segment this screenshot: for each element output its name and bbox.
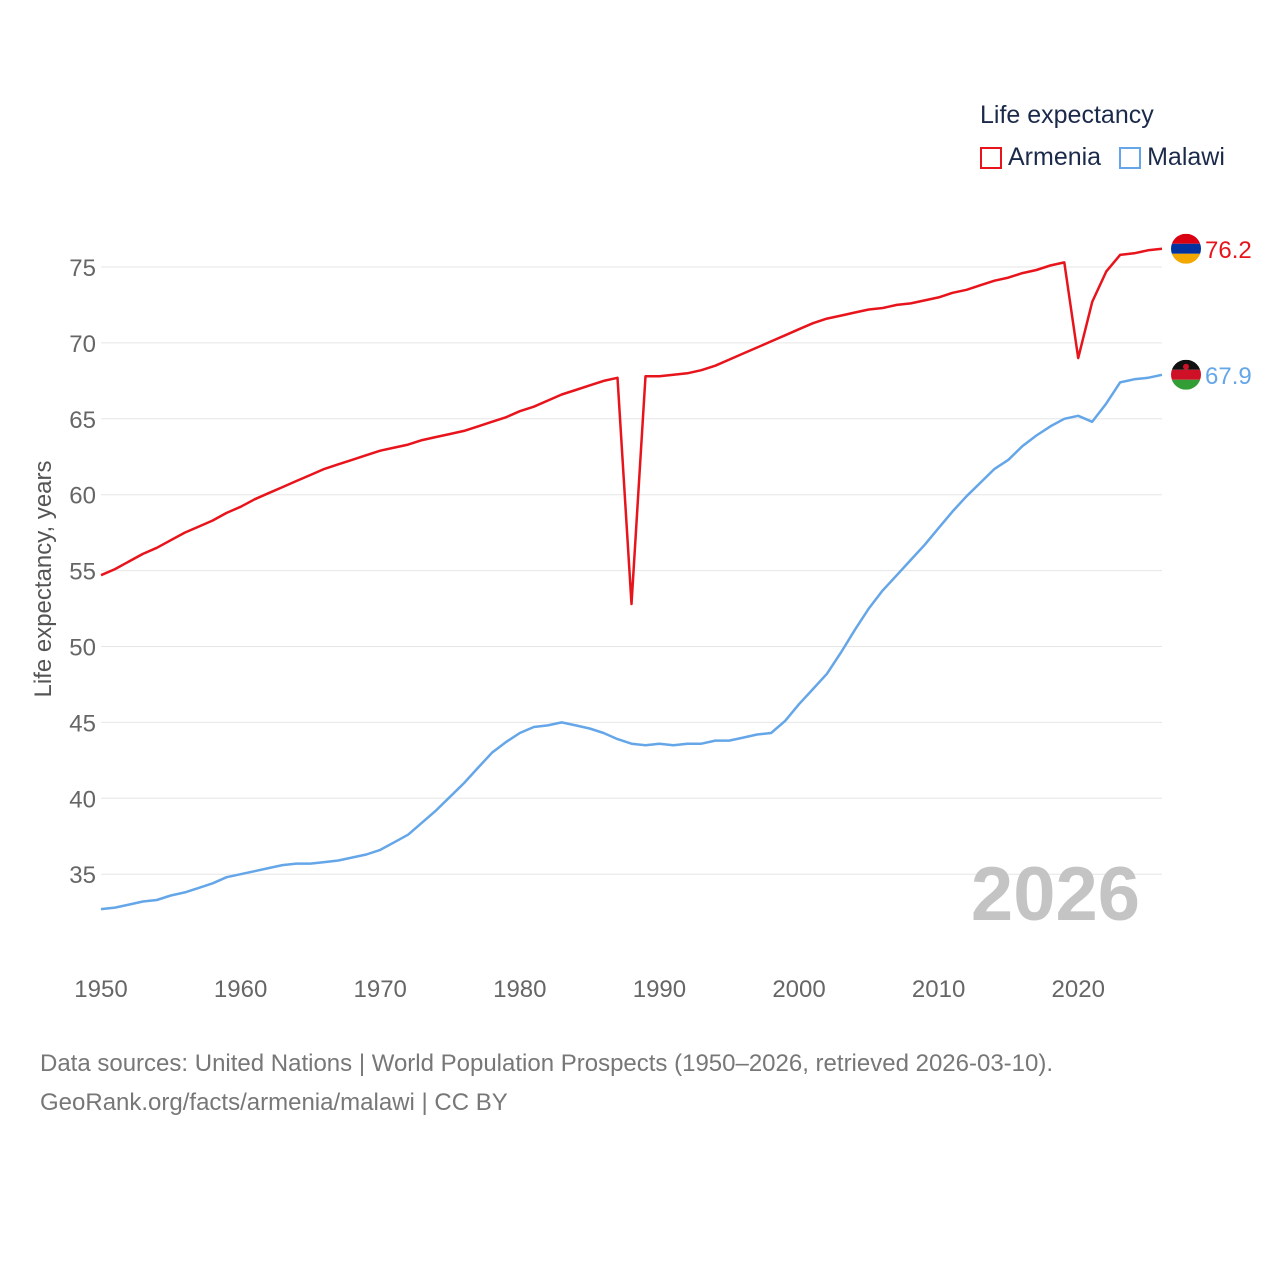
legend-swatch-malawi	[1119, 146, 1142, 169]
end-label-armenia: 76.2	[1205, 237, 1252, 264]
flag-icon-malawi	[1171, 359, 1201, 390]
legend-item-malawi[interactable]: Malawi	[1119, 143, 1225, 172]
line-chart: 35 40 45 50 55 60 65 70 75 1950 1960 1970 1980 1990 2…	[30, 233, 1252, 1003]
y-tick-75: 75	[69, 255, 96, 282]
y-axis-ticks: 35 40 45 50 55 60 65 70 75	[69, 255, 96, 889]
end-label-malawi: 67.9	[1205, 363, 1252, 390]
legend-title: Life expectancy	[980, 101, 1154, 129]
y-tick-70: 70	[69, 331, 96, 358]
gridlines	[101, 266, 1162, 875]
x-tick-2010: 2010	[912, 976, 965, 1003]
series-lines	[100, 247, 1163, 911]
source-line-1: Data sources: United Nations | World Pop…	[40, 1050, 1054, 1077]
legend: Armenia Malawi	[980, 143, 1243, 172]
x-tick-2020: 2020	[1052, 976, 1105, 1003]
y-tick-45: 45	[69, 710, 96, 737]
y-tick-40: 40	[69, 786, 96, 813]
legend-item-armenia[interactable]: Armenia	[980, 143, 1101, 172]
legend-label-malawi: Malawi	[1147, 143, 1225, 171]
y-tick-65: 65	[69, 407, 96, 434]
x-tick-2000: 2000	[772, 976, 825, 1003]
source-note: Data sources: United Nations | World Pop…	[40, 1044, 1053, 1122]
legend-label-armenia: Armenia	[1008, 143, 1102, 171]
y-axis-label: Life expectancy, years	[30, 460, 57, 697]
series-line-armenia[interactable]	[100, 247, 1163, 606]
y-tick-55: 55	[69, 559, 96, 586]
current-year-watermark: 2026	[971, 852, 1140, 937]
series-end-markers: 76.2 67.9	[1171, 233, 1252, 390]
flag-icon-armenia	[1171, 233, 1201, 264]
y-tick-35: 35	[69, 862, 96, 889]
legend-swatch-armenia	[980, 146, 1002, 169]
x-tick-1980: 1980	[493, 976, 546, 1003]
x-tick-1990: 1990	[633, 976, 686, 1003]
x-tick-1970: 1970	[354, 976, 407, 1003]
series-line-malawi[interactable]	[100, 373, 1163, 911]
y-tick-50: 50	[69, 635, 96, 662]
y-tick-60: 60	[69, 483, 96, 510]
x-tick-1960: 1960	[214, 976, 267, 1003]
source-line-2[interactable]: GeoRank.org/facts/armenia/malawi | CC BY	[40, 1089, 508, 1116]
x-axis-ticks: 1950 1960 1970 1980 1990 2000 2010 2020	[74, 976, 1105, 1003]
x-tick-1950: 1950	[74, 976, 127, 1003]
